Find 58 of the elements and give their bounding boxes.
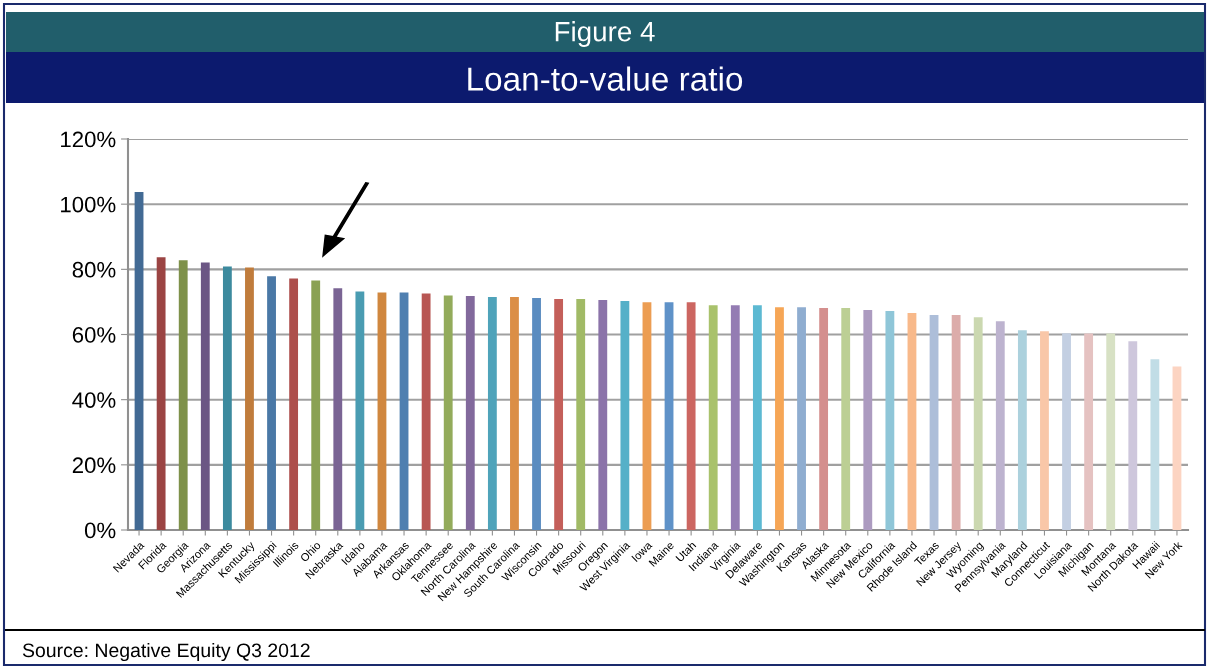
bar — [819, 308, 829, 530]
chart-title: Figure 4 — [555, 21, 655, 47]
bar — [421, 293, 431, 530]
bar — [443, 295, 453, 530]
y-tick-label: 20% — [72, 457, 116, 474]
bar — [156, 257, 166, 530]
bar — [465, 296, 475, 530]
bar — [775, 307, 784, 530]
bar — [178, 260, 188, 530]
bar — [863, 310, 873, 530]
bar — [664, 302, 674, 530]
bar — [598, 299, 608, 530]
bar — [907, 313, 917, 530]
bar — [1017, 330, 1027, 530]
source-note: Source: Negative Equity Q3 2012 — [22, 642, 310, 662]
bar — [708, 305, 718, 530]
bar — [576, 298, 586, 530]
bar — [1040, 331, 1049, 530]
bar — [973, 317, 983, 530]
y-tick-label: 40% — [72, 392, 116, 408]
y-tick-label: 100% — [61, 196, 116, 213]
y-tick-label: 120% — [61, 131, 116, 148]
bar — [1128, 341, 1138, 530]
chart-subtitle: Loan-to-value ratio — [468, 66, 743, 91]
bar — [510, 297, 519, 530]
bar — [532, 298, 541, 530]
bar — [289, 278, 299, 530]
bar — [487, 297, 497, 530]
bar — [730, 305, 740, 530]
bar — [1150, 359, 1160, 530]
bar — [1062, 333, 1071, 530]
y-tick-label: 0% — [84, 522, 116, 539]
bar — [554, 298, 564, 530]
bar — [620, 300, 630, 530]
bar — [995, 321, 1005, 530]
bar — [1106, 333, 1116, 530]
bar — [134, 192, 144, 530]
bar — [642, 302, 652, 530]
bar — [686, 302, 696, 530]
bar — [399, 292, 409, 530]
bar — [929, 314, 939, 530]
bar — [1172, 366, 1182, 530]
bar — [377, 292, 387, 530]
bar — [200, 262, 210, 530]
bar — [355, 291, 365, 530]
bar — [951, 314, 961, 530]
bar — [222, 266, 232, 530]
bar — [752, 305, 762, 530]
bar — [333, 288, 343, 530]
bar — [1084, 333, 1094, 530]
y-tick-label: 60% — [72, 327, 116, 343]
bar — [245, 267, 254, 530]
bar — [885, 311, 895, 530]
bar — [797, 307, 806, 530]
bar — [311, 280, 321, 530]
y-tick-label: 80% — [72, 261, 116, 278]
bar — [267, 276, 276, 530]
bar — [841, 308, 851, 530]
